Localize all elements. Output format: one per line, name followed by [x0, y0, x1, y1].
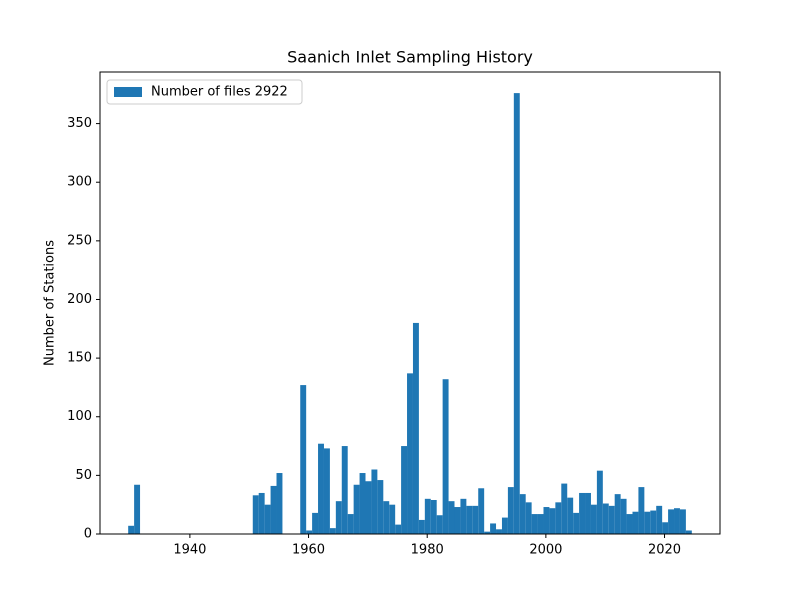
bar: [134, 484, 141, 534]
y-tick-label: 300: [67, 175, 92, 190]
bar: [496, 529, 502, 534]
bar: [525, 502, 532, 534]
bar: [460, 498, 467, 534]
bar: [549, 508, 556, 534]
bar: [513, 93, 520, 534]
bar: [389, 504, 396, 534]
y-tick-label: 150: [67, 351, 92, 366]
bar: [258, 492, 265, 534]
bar: [466, 505, 473, 534]
bar: [537, 514, 544, 534]
bar: [478, 488, 485, 534]
bar: [531, 514, 538, 534]
bar: [270, 485, 277, 534]
bar: [264, 504, 271, 534]
bar: [318, 443, 324, 534]
bar: [454, 507, 461, 534]
y-tick-label: 200: [67, 292, 92, 307]
bar: [679, 509, 686, 534]
x-tick-label: 2000: [529, 543, 562, 558]
axes-frame: [99, 71, 721, 535]
bar: [306, 530, 313, 534]
bar: [430, 499, 437, 534]
bar: [407, 373, 413, 534]
bar: [685, 530, 692, 534]
y-tick-label: 100: [67, 409, 92, 424]
bar: [329, 528, 336, 534]
bar: [501, 517, 508, 534]
bar: [543, 507, 550, 534]
bar: [573, 512, 580, 534]
bar: [401, 446, 408, 534]
bar: [674, 508, 680, 534]
legend-box: [106, 79, 303, 105]
bar: [608, 505, 615, 534]
bar: [377, 480, 384, 534]
bar: [602, 503, 609, 534]
bar: [620, 498, 627, 534]
y-axis-label: Number of Stations: [43, 240, 58, 366]
bar: [519, 494, 526, 534]
bar: [424, 498, 431, 534]
bar: [365, 481, 372, 534]
bar: [448, 501, 455, 534]
chart-title: Saanich Inlet Sampling History: [287, 48, 533, 67]
bar: [395, 524, 402, 534]
bar: [323, 448, 330, 534]
bar: [656, 505, 663, 534]
bar: [626, 514, 633, 534]
y-tick-label: 250: [67, 233, 92, 248]
bar: [555, 502, 562, 534]
y-tick-label: 0: [84, 527, 92, 542]
bar: [561, 483, 568, 534]
bar: [418, 519, 425, 534]
legend-label: Number of files 2922: [151, 85, 288, 100]
bar: [662, 522, 669, 534]
x-tick-label: 1980: [411, 543, 444, 558]
bar: [472, 505, 479, 534]
bar: [668, 509, 675, 534]
bar: [371, 469, 378, 534]
bar: [590, 504, 597, 534]
bar: [335, 501, 342, 534]
bar: [383, 501, 390, 534]
x-tick-label: 1960: [292, 543, 325, 558]
bar: [347, 514, 354, 534]
bar: [632, 511, 639, 534]
bar: [644, 511, 651, 534]
x-tick-label: 2020: [648, 543, 681, 558]
bar: [490, 523, 497, 534]
y-tick-label: 50: [75, 468, 92, 483]
bar: [312, 512, 319, 534]
bar: [638, 487, 645, 534]
bar: [567, 497, 574, 534]
legend-swatch: [114, 87, 142, 97]
bar: [276, 473, 283, 534]
bar: [585, 492, 591, 534]
bar: [300, 385, 307, 534]
bar: [412, 322, 419, 534]
bar: [614, 494, 621, 534]
bar: [359, 473, 366, 534]
bar: [650, 510, 657, 534]
bar: [507, 487, 514, 534]
bar: [484, 531, 491, 534]
x-tick-label: 1940: [173, 543, 206, 558]
y-tick-label: 350: [67, 116, 92, 131]
bar: [442, 379, 449, 534]
bar: [353, 484, 360, 534]
bar: [128, 525, 135, 534]
bar: [436, 515, 443, 534]
bar: [252, 495, 259, 534]
bar: [596, 470, 603, 534]
bar: [579, 492, 586, 534]
bar: [341, 446, 348, 534]
